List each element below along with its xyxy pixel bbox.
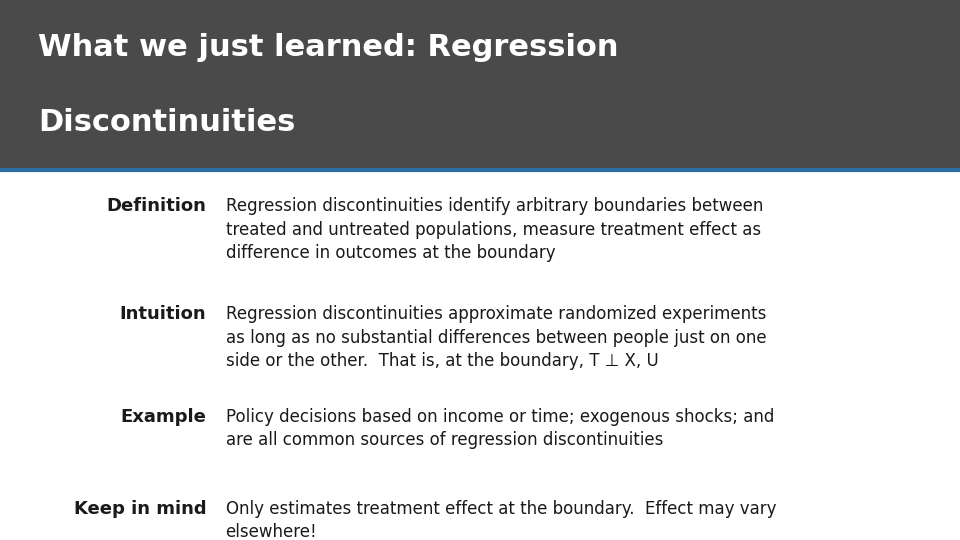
Text: Only estimates treatment effect at the boundary.  Effect may vary
elsewhere!: Only estimates treatment effect at the b…: [226, 500, 776, 540]
Text: Regression discontinuities identify arbitrary boundaries between
treated and unt: Regression discontinuities identify arbi…: [226, 197, 763, 262]
Text: Definition: Definition: [107, 197, 206, 215]
Text: Regression discontinuities approximate randomized experiments
as long as no subs: Regression discontinuities approximate r…: [226, 305, 766, 370]
Text: Keep in mind: Keep in mind: [74, 500, 206, 517]
Text: Intuition: Intuition: [120, 305, 206, 323]
Text: Example: Example: [121, 408, 206, 426]
Bar: [0, 0, 960, 170]
Text: Policy decisions based on income or time; exogenous shocks; and
are all common s: Policy decisions based on income or time…: [226, 408, 774, 449]
Text: Discontinuities: Discontinuities: [38, 108, 296, 137]
Text: What we just learned: Regression: What we just learned: Regression: [38, 33, 619, 62]
